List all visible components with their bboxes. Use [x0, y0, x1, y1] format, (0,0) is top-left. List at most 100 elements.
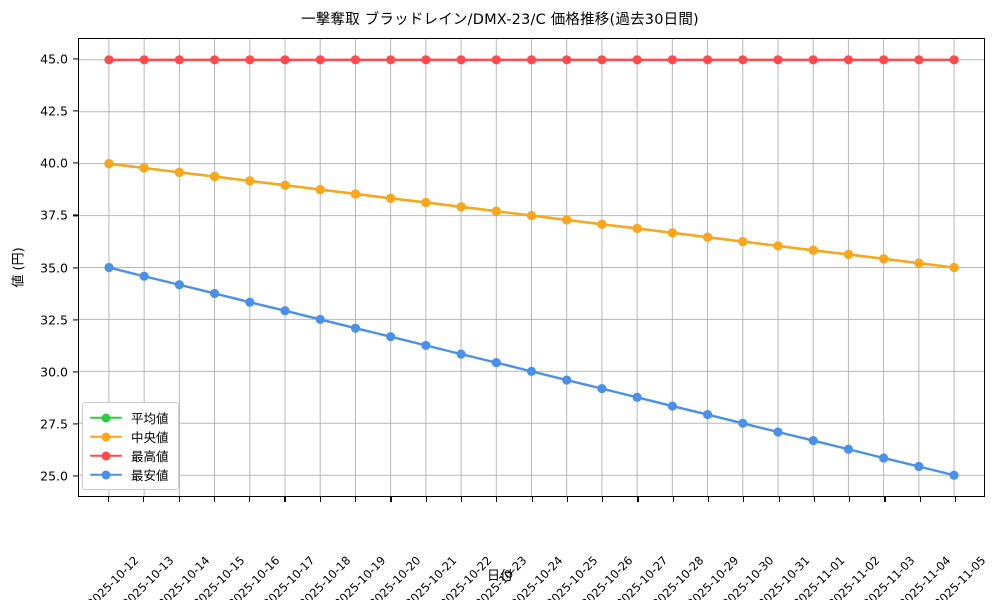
data-point: [315, 185, 325, 195]
data-point: [386, 332, 396, 342]
data-point: [808, 435, 818, 446]
data-point: [702, 232, 713, 242]
x-tick-mark: [355, 497, 357, 502]
data-point: [597, 219, 607, 229]
x-tick-mark: [778, 497, 780, 502]
legend-item[interactable]: 最高値: [90, 446, 169, 465]
data-point: [949, 470, 959, 480]
data-point: [386, 55, 396, 65]
data-point: [245, 297, 255, 307]
y-tick-mark: [73, 266, 78, 269]
data-point: [632, 223, 642, 234]
data-point: [350, 189, 361, 199]
data-point: [104, 55, 114, 65]
data-point: [315, 314, 325, 325]
data-point: [315, 55, 325, 65]
y-tick-mark: [73, 475, 78, 477]
data-point: [245, 55, 255, 65]
y-tick-mark: [73, 58, 78, 60]
data-point: [526, 55, 537, 65]
y-tick-label: 30.0: [40, 364, 68, 380]
x-axis-ticks: 2025-10-12 2025-10-13 2025-10-14 2025-10-15…: [0, 497, 1000, 600]
data-point: [421, 55, 431, 65]
data-point: [879, 55, 889, 65]
data-point: [562, 55, 572, 65]
x-tick-mark: [108, 497, 110, 502]
x-tick-mark: [213, 497, 216, 502]
data-point: [139, 163, 149, 173]
x-tick-mark: [602, 497, 604, 502]
y-tick-label: 40.0: [40, 155, 68, 171]
data-point: [914, 55, 924, 65]
legend-label: 平均値: [131, 411, 169, 426]
data-point: [209, 171, 220, 182]
data-point: [245, 176, 255, 186]
data-point: [667, 55, 677, 65]
data-point: [808, 55, 818, 65]
y-axis-ticks: 25.0 27.5 30.0 32.5 35.0 37.5 40.0 42.5 45.0: [0, 38, 78, 497]
data-point: [843, 55, 854, 65]
data-point: [667, 401, 677, 411]
data-point: [808, 245, 818, 255]
data-point: [280, 55, 290, 65]
x-tick-mark: [143, 497, 145, 502]
x-tick-mark: [249, 497, 251, 502]
data-point: [914, 461, 924, 472]
x-tick-mark: [460, 497, 463, 502]
data-point: [597, 384, 607, 394]
data-point: [174, 280, 184, 290]
legend-item[interactable]: 中央値: [90, 427, 169, 446]
y-tick-label: 27.5: [40, 416, 68, 432]
data-point: [139, 271, 149, 281]
legend-marker-icon: [90, 449, 122, 463]
y-tick-label: 45.0: [40, 51, 68, 67]
x-tick-mark: [707, 497, 710, 502]
x-tick-mark: [531, 497, 533, 502]
x-tick-mark: [849, 497, 851, 502]
data-point: [773, 241, 783, 251]
series-3: [104, 55, 959, 65]
data-point: [632, 392, 642, 402]
data-point: [280, 306, 290, 316]
y-tick-mark: [73, 371, 78, 373]
data-point: [702, 409, 713, 420]
data-point: [526, 210, 537, 221]
data-point: [526, 366, 537, 376]
data-point: [456, 202, 466, 212]
series-layer: [104, 55, 959, 480]
legend-item[interactable]: 最安値: [90, 465, 169, 484]
legend-label: 中央値: [131, 430, 169, 445]
data-point: [562, 375, 572, 385]
data-point: [174, 167, 184, 177]
data-point: [597, 55, 607, 65]
x-tick-mark: [637, 497, 639, 502]
data-point: [738, 236, 748, 247]
data-point: [843, 249, 854, 259]
data-point: [949, 55, 959, 65]
chart-legend: 平均値中央値 最高値最安値: [82, 402, 179, 490]
y-tick-label: 25.0: [40, 468, 68, 484]
data-point: [632, 55, 642, 65]
data-point: [350, 55, 361, 65]
y-tick-mark: [73, 319, 78, 321]
plot-area: [78, 38, 985, 497]
legend-item[interactable]: 平均値: [90, 408, 169, 427]
x-tick-mark: [813, 497, 816, 502]
data-point: [738, 418, 748, 428]
x-tick-mark: [425, 497, 427, 502]
data-point: [914, 258, 924, 268]
data-point: [843, 444, 854, 454]
data-point: [209, 288, 220, 299]
legend-label: 最安値: [131, 468, 169, 483]
legend-marker-icon: [90, 468, 122, 482]
y-tick-mark: [73, 423, 78, 425]
x-axis-label: 日付: [486, 569, 513, 584]
data-point: [667, 228, 677, 238]
data-point: [104, 262, 114, 273]
data-point: [879, 453, 889, 463]
x-tick-mark: [919, 497, 921, 502]
chart-title: 一撃奪取 ブラッドレイン/DMX-23/C 価格推移(過去30日間): [301, 12, 699, 28]
x-tick-mark: [178, 497, 180, 502]
x-tick-mark: [884, 497, 886, 502]
